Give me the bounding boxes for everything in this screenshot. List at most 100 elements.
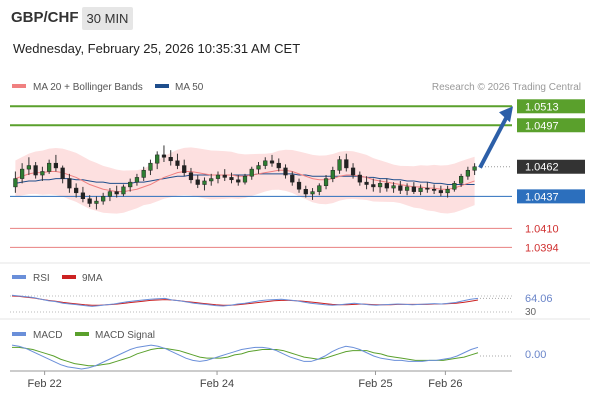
candle-body <box>87 198 92 204</box>
candle-body <box>431 189 437 191</box>
candle-body <box>94 200 99 204</box>
candle-body <box>40 171 45 176</box>
candle-body <box>364 181 369 185</box>
candle-body <box>209 178 214 182</box>
candle-body <box>411 186 416 192</box>
candle-body <box>114 191 119 195</box>
candle-body <box>445 189 450 194</box>
candle-body <box>404 186 410 191</box>
candle-body <box>128 181 133 188</box>
rsi-reference-label: 30 <box>525 307 537 318</box>
candle-body <box>26 165 31 170</box>
candle-body <box>323 178 329 186</box>
candle-body <box>141 170 146 178</box>
candle-body <box>249 168 254 177</box>
resistance-label-0: 1.0513 <box>525 101 559 113</box>
candle-body <box>472 166 477 171</box>
candle-body <box>107 191 113 197</box>
rsi-pane <box>10 294 512 313</box>
research-credit: Research © 2026 Trading Central <box>432 82 581 93</box>
symbol-title: GBP/CHF <box>11 9 79 26</box>
candle-body <box>303 189 308 195</box>
candle-body <box>269 160 275 164</box>
candle-body <box>175 160 180 166</box>
support-label-5: 1.0394 <box>525 242 559 254</box>
candle-body <box>53 162 59 169</box>
candle-body <box>33 165 38 176</box>
candle-body <box>418 187 423 192</box>
resistance-badge-0 <box>517 99 585 114</box>
rsi-line <box>11 294 479 307</box>
ma20-legend-swatch <box>12 84 26 88</box>
time-label-0: Feb 22 <box>27 378 61 390</box>
candle-body <box>452 183 457 190</box>
candle-body <box>310 191 315 195</box>
candle-body <box>276 162 281 169</box>
candle-body <box>20 168 25 179</box>
candle-body <box>344 159 349 169</box>
current-price-label: 1.0462 <box>525 162 559 174</box>
macd-signal-legend-label: MACD Signal <box>95 330 155 341</box>
candle-body <box>317 185 322 192</box>
candle-body <box>215 174 221 179</box>
rsi-legend-swatch <box>12 275 26 279</box>
candle-body <box>398 185 403 191</box>
ma20-legend-label: MA 20 + Bollinger Bands <box>33 82 143 93</box>
candle-body <box>74 187 79 194</box>
candle-body <box>182 165 187 173</box>
time-axis: Feb 22 Feb 24 Feb 25 Feb 26 <box>10 370 512 390</box>
ma9-legend-swatch <box>62 275 76 279</box>
rsi-legend: RSI 9MA <box>12 273 103 284</box>
candle-body <box>357 174 362 183</box>
candle-body <box>80 192 86 199</box>
ma50-legend-swatch <box>155 84 169 88</box>
candle-body <box>155 154 160 164</box>
candle-body <box>222 174 227 178</box>
support-label-4: 1.0410 <box>525 223 559 235</box>
rsi-legend-label: RSI <box>33 273 50 284</box>
macd-pane <box>11 344 512 370</box>
rsi-current-value: 64.06 <box>525 293 553 305</box>
time-label-3: Feb 26 <box>428 378 462 390</box>
candle-body <box>236 179 241 183</box>
candle-body <box>377 183 383 188</box>
candle-body <box>350 167 356 176</box>
time-label-1: Feb 24 <box>200 378 234 390</box>
candle-body <box>256 165 261 170</box>
candle-body <box>296 181 302 190</box>
current-price-badge <box>517 159 585 174</box>
candle-body <box>188 172 194 181</box>
macd-line <box>11 344 479 370</box>
candle-body <box>465 170 470 177</box>
projection-arrow-shaft <box>478 115 509 169</box>
candle-body <box>202 180 207 185</box>
ma50-legend-label: MA 50 <box>175 82 204 93</box>
timeframe-badge[interactable]: 30 MIN <box>82 7 133 30</box>
candle-body <box>242 175 248 183</box>
candle-body <box>161 154 167 158</box>
candle-body <box>459 175 464 184</box>
candle-body <box>425 187 430 190</box>
macd-signal-legend-swatch <box>75 332 89 336</box>
candle-body <box>121 186 126 195</box>
pivot-label-3: 1.0437 <box>525 191 559 203</box>
candle-body <box>195 179 200 185</box>
candle-body <box>391 185 396 189</box>
macd-legend-swatch <box>12 332 26 336</box>
resistance-badge-1 <box>517 118 585 133</box>
chart-header: GBP/CHF 30 MIN <box>0 0 590 36</box>
main-legend: MA 20 + Bollinger Bands MA 50 Research ©… <box>12 82 581 93</box>
candle-body <box>148 162 153 171</box>
candle-body <box>47 162 52 172</box>
candle-body <box>337 159 342 171</box>
candle-body <box>101 196 106 202</box>
macd-legend-label: MACD <box>33 330 62 341</box>
price-pane: 1.0513 1.0497 1.0462 1.0437 1.0410 1.0394 <box>10 99 585 254</box>
candle-body <box>384 183 389 189</box>
resistance-label-1: 1.0497 <box>525 120 559 132</box>
macd-current-value: 0.00 <box>525 349 546 361</box>
candle-body <box>168 157 173 162</box>
macd-signal-line <box>12 346 479 367</box>
pivot-badge-3 <box>517 189 585 204</box>
